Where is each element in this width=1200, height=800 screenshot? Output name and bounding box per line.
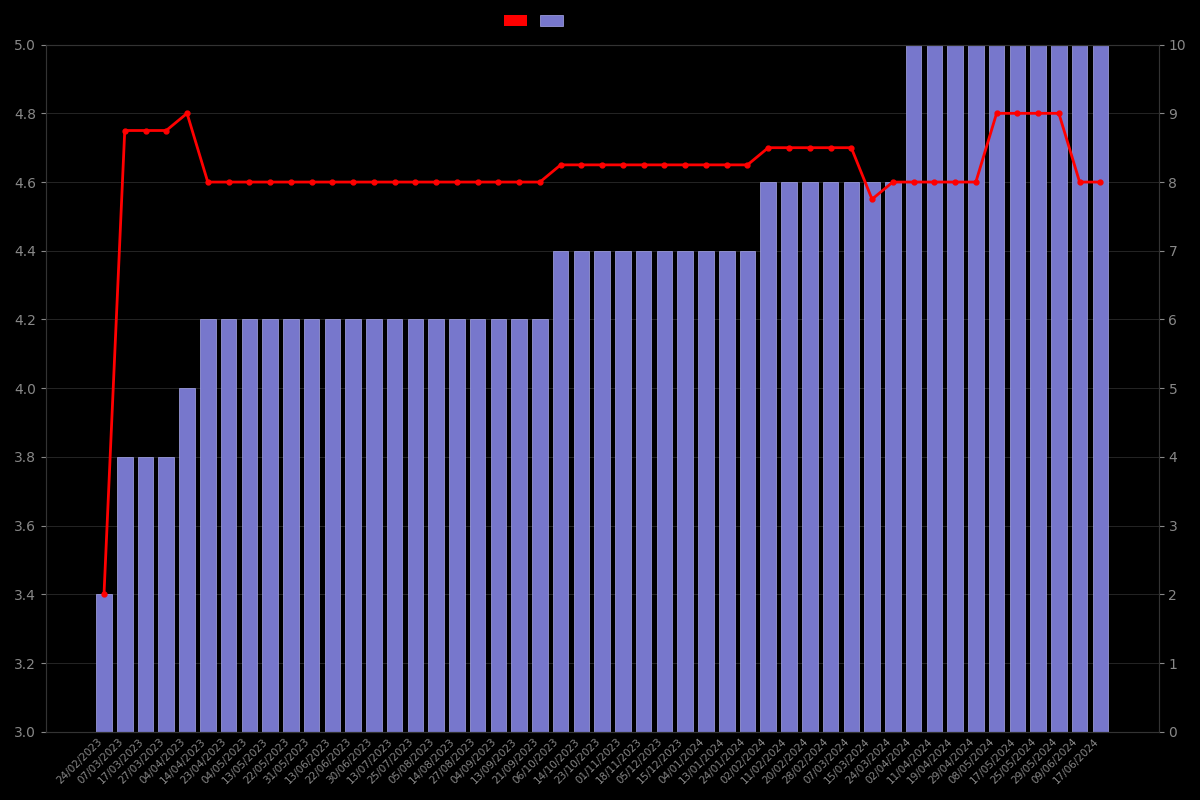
Bar — [781, 182, 797, 732]
Legend: , : , — [499, 10, 571, 33]
Bar — [324, 319, 340, 732]
Bar — [138, 457, 154, 732]
Bar — [574, 250, 589, 732]
Bar — [346, 319, 361, 732]
Bar — [532, 319, 547, 732]
Bar — [906, 45, 922, 732]
Bar — [594, 250, 610, 732]
Bar — [1072, 45, 1087, 732]
Bar — [241, 319, 257, 732]
Bar — [158, 457, 174, 732]
Bar — [283, 319, 299, 732]
Bar — [386, 319, 402, 732]
Bar — [221, 319, 236, 732]
Bar — [698, 250, 714, 732]
Bar — [844, 182, 859, 732]
Bar — [823, 182, 839, 732]
Bar — [719, 250, 734, 732]
Bar — [428, 319, 444, 732]
Bar — [366, 319, 382, 732]
Bar — [1051, 45, 1067, 732]
Bar — [116, 457, 132, 732]
Bar — [179, 388, 194, 732]
Bar — [304, 319, 319, 732]
Bar — [511, 319, 527, 732]
Bar — [553, 250, 569, 732]
Bar — [739, 250, 755, 732]
Bar — [470, 319, 486, 732]
Bar — [802, 182, 817, 732]
Bar — [200, 319, 216, 732]
Bar — [926, 45, 942, 732]
Bar — [616, 250, 631, 732]
Bar — [989, 45, 1004, 732]
Bar — [449, 319, 464, 732]
Bar — [491, 319, 506, 732]
Bar — [263, 319, 278, 732]
Bar — [96, 594, 112, 732]
Bar — [864, 182, 880, 732]
Bar — [1092, 45, 1108, 732]
Bar — [968, 45, 984, 732]
Bar — [678, 250, 694, 732]
Bar — [636, 250, 652, 732]
Bar — [1009, 45, 1025, 732]
Bar — [1031, 45, 1046, 732]
Bar — [761, 182, 776, 732]
Bar — [656, 250, 672, 732]
Bar — [947, 45, 962, 732]
Bar — [408, 319, 424, 732]
Bar — [886, 182, 900, 732]
